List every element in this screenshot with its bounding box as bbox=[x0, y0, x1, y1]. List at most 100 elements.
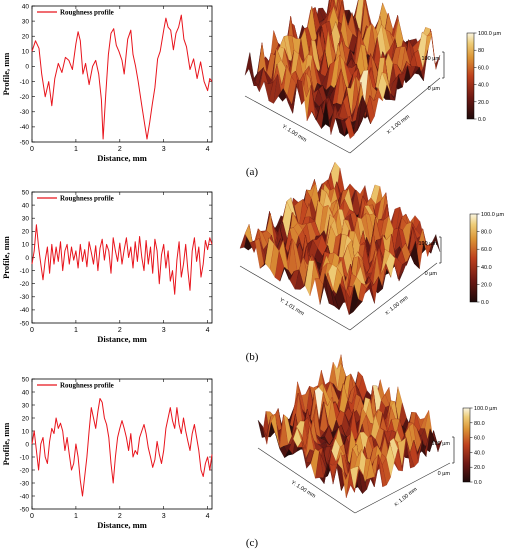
height-scale-bottom-label: 0 µm bbox=[428, 86, 441, 92]
profile-chart-3: -50 -40 -30 -20 -10 0 10 20 30 40 50 0 1 2 3 4 Roughness… bbox=[1, 376, 213, 530]
surface-3d-3: Y: 1.00 mm x: 1.00 mm 100 µm 0 µm 100.0 µm 80… bbox=[257, 354, 497, 514]
x-tick-label: 2 bbox=[118, 513, 122, 520]
y-tick-label: 30 bbox=[22, 402, 30, 409]
y-tick-label: 10 bbox=[22, 49, 30, 56]
y-tick-label: 40 bbox=[22, 389, 30, 396]
colorbar-tick-label: 20.0 bbox=[478, 100, 489, 106]
x-tick-label: 0 bbox=[30, 146, 34, 153]
colorbar-tick-label: 0.0 bbox=[478, 117, 486, 123]
colorbar-tick-label: 80.0 bbox=[474, 421, 485, 427]
surface-x-axis bbox=[354, 462, 451, 514]
colorbar-tick-label: 0.0 bbox=[481, 300, 489, 306]
x-tick-label: 3 bbox=[162, 327, 166, 334]
surface-x-axis bbox=[349, 77, 441, 154]
surface-facet bbox=[350, 468, 360, 493]
x-tick-label: 1 bbox=[74, 513, 78, 520]
height-scale-bottom-label: 0 µm bbox=[425, 271, 438, 277]
surface-y-axis-label: Y: 1.00 mm bbox=[290, 480, 317, 500]
roughness-profile-line bbox=[31, 14, 213, 140]
legend-label: Roughness profile bbox=[60, 9, 114, 17]
surface-x-axis bbox=[349, 262, 438, 331]
y-tick-label: -40 bbox=[20, 307, 30, 314]
profile-chart-1: -50 -40 -30 -20 -10 0 10 20 30 40 0 1 2 3 4 Roughness p… bbox=[1, 3, 213, 163]
colorbar bbox=[466, 32, 475, 120]
colorbar-tick-label: 100.0 µm bbox=[478, 31, 501, 37]
x-tick-label: 0 bbox=[30, 327, 34, 334]
y-tick-label: 50 bbox=[22, 189, 30, 196]
surface-3d-1: Y: 1.00 mm x: 1.00 mm 100 µm 0 µm 100.0 µm 80… bbox=[244, 0, 501, 154]
legend-label: Roughness profile bbox=[60, 382, 114, 390]
surface-y-axis-label: Y: 1.01 mm bbox=[278, 297, 305, 317]
y-tick-label: -10 bbox=[20, 79, 30, 86]
height-scale-top-label: 100 µm bbox=[419, 241, 438, 247]
x-axis-title: Distance, mm bbox=[97, 153, 147, 163]
y-tick-label: -50 bbox=[20, 139, 30, 146]
colorbar-tick-label: 60.0 bbox=[478, 65, 489, 71]
y-tick-label: -40 bbox=[20, 124, 30, 131]
height-scale-top-label: 100 µm bbox=[422, 56, 441, 62]
y-tick-label: 0 bbox=[25, 64, 29, 71]
y-tick-label: -30 bbox=[20, 480, 30, 487]
colorbar-tick-label: 60.0 bbox=[474, 436, 485, 442]
panel-label-a: (a) bbox=[245, 166, 259, 178]
y-tick-label: -30 bbox=[20, 294, 30, 301]
x-tick-label: 3 bbox=[162, 146, 166, 153]
y-tick-label: 40 bbox=[22, 3, 30, 10]
y-tick-label: -40 bbox=[20, 493, 30, 500]
height-scale-top-label: 100 µm bbox=[432, 441, 451, 447]
x-tick-label: 3 bbox=[162, 513, 166, 520]
legend-label: Roughness profile bbox=[60, 195, 114, 203]
surface-facet bbox=[344, 284, 355, 315]
colorbar bbox=[469, 213, 478, 303]
colorbar-tick-label: 0.0 bbox=[474, 480, 482, 486]
y-axis-title: Profile, mm bbox=[1, 236, 11, 279]
profile-chart-2: -50 -40 -30 -20 -10 0 10 20 30 40 50 0 1 2 3 4 Roughness… bbox=[1, 189, 213, 344]
y-tick-label: -30 bbox=[20, 109, 30, 116]
y-tick-label: 40 bbox=[22, 202, 30, 209]
surface-y-axis bbox=[257, 447, 356, 514]
y-tick-label: 10 bbox=[22, 428, 30, 435]
x-tick-label: 2 bbox=[118, 327, 122, 334]
colorbar-tick-label: 100.0 µm bbox=[474, 406, 497, 412]
x-axis-title: Distance, mm bbox=[97, 520, 147, 530]
y-tick-label: -20 bbox=[20, 467, 30, 474]
x-tick-label: 4 bbox=[206, 327, 210, 334]
x-tick-label: 0 bbox=[30, 513, 34, 520]
colorbar-tick-label: 20.0 bbox=[474, 465, 485, 471]
y-tick-label: 10 bbox=[22, 242, 30, 249]
surface-y-axis-label: Y: 1.00 mm bbox=[281, 124, 308, 144]
surface-y-axis bbox=[239, 265, 351, 331]
y-tick-label: -20 bbox=[20, 281, 30, 288]
height-scale-bottom-label: 0 µm bbox=[438, 471, 451, 477]
surface-x-axis-label: x: 1.00 mm bbox=[386, 114, 411, 136]
colorbar-tick-label: 60.0 bbox=[481, 247, 492, 253]
surface-facet bbox=[327, 0, 337, 23]
y-tick-label: -10 bbox=[20, 454, 30, 461]
colorbar-tick-label: 20.0 bbox=[481, 282, 492, 288]
colorbar-tick-label: 100.0 µm bbox=[481, 212, 504, 218]
surface-3d-2: Y: 1.01 mm x: 1.00 mm 100 µm 0 µm 100.0 µm 80… bbox=[239, 161, 504, 331]
x-tick-label: 4 bbox=[206, 513, 210, 520]
y-tick-label: 20 bbox=[22, 229, 30, 236]
colorbar-tick-label: 80 bbox=[478, 48, 484, 54]
y-tick-label: 30 bbox=[22, 18, 30, 25]
surface-x-axis-label: x: 1.00 mm bbox=[393, 486, 418, 508]
x-tick-label: 1 bbox=[74, 327, 78, 334]
x-tick-label: 2 bbox=[118, 146, 122, 153]
colorbar-tick-label: 40.0 bbox=[478, 83, 489, 89]
y-tick-label: -50 bbox=[20, 506, 30, 513]
x-axis-title: Distance, mm bbox=[97, 334, 147, 344]
roughness-profile-line bbox=[31, 224, 213, 295]
colorbar bbox=[462, 407, 471, 483]
plot-frame bbox=[31, 378, 213, 510]
colorbar-tick-label: 40.0 bbox=[474, 450, 485, 456]
roughness-profile-line bbox=[31, 398, 213, 497]
colorbar-tick-label: 80.0 bbox=[481, 230, 492, 236]
y-tick-label: 0 bbox=[25, 255, 29, 262]
panel-label-b: (b) bbox=[245, 351, 259, 363]
y-tick-label: -50 bbox=[20, 320, 30, 327]
surface-facet bbox=[430, 31, 441, 70]
y-tick-label: 0 bbox=[25, 441, 29, 448]
y-tick-label: 20 bbox=[22, 415, 30, 422]
